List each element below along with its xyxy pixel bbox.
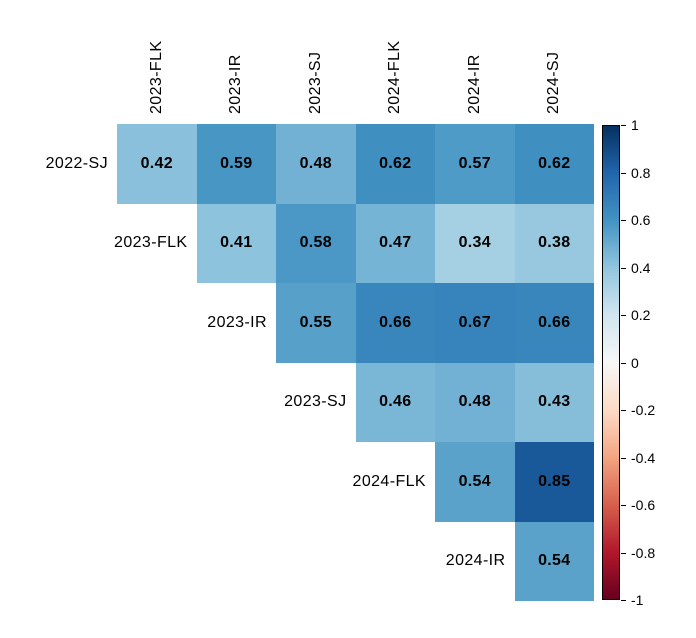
row-label: 2024-FLK bbox=[352, 472, 426, 490]
colorbar-tick-mark bbox=[621, 267, 626, 269]
colorbar: 1 0.8 0.6 0.4 0.2 0 -0.2 -0.4 -0.6 -0.8 -1 bbox=[602, 117, 692, 608]
cell-value: 0.42 bbox=[140, 154, 173, 172]
row-label: 2022-SJ bbox=[45, 154, 108, 172]
row-label: 2024-IR bbox=[445, 552, 506, 570]
column-label: 2024-IR bbox=[465, 54, 483, 114]
heatmap-cell: 0.59 bbox=[196, 124, 276, 204]
cell-value: 0.66 bbox=[379, 313, 412, 331]
cell-value: 0.54 bbox=[458, 472, 491, 490]
cell-value: 0.41 bbox=[220, 234, 253, 252]
heatmap-cell: 0.55 bbox=[276, 283, 356, 363]
cell-value: 0.46 bbox=[379, 393, 412, 411]
cell-value: 0.38 bbox=[538, 234, 571, 252]
colorbar-tick-mark bbox=[621, 410, 626, 411]
colorbar-tick-label: 1 bbox=[631, 117, 639, 133]
colorbar-tick-label: -0.2 bbox=[631, 402, 656, 418]
heatmap-cell: 0.48 bbox=[435, 362, 515, 442]
cell-value: 0.48 bbox=[299, 154, 332, 172]
colorbar-tick-mark bbox=[621, 505, 626, 506]
colorbar-tick-mark bbox=[621, 600, 626, 601]
cell-value: 0.48 bbox=[458, 393, 491, 411]
heatmap-cell: 0.47 bbox=[355, 203, 435, 283]
heatmap-cell: 0.66 bbox=[514, 283, 594, 363]
column-label: 2023-FLK bbox=[147, 40, 165, 114]
cell-value: 0.58 bbox=[299, 234, 332, 252]
colorbar-tick-label: -0.8 bbox=[631, 544, 656, 561]
heatmap-cell: 0.54 bbox=[514, 521, 594, 601]
cell-value: 0.43 bbox=[538, 393, 571, 411]
heatmap-cell: 0.38 bbox=[514, 203, 594, 283]
heatmap-cell: 0.58 bbox=[276, 203, 356, 283]
cell-value: 0.55 bbox=[299, 313, 332, 331]
colorbar-tick-mark bbox=[621, 220, 626, 221]
cell-value: 0.85 bbox=[538, 472, 571, 490]
colorbar-tick-mark bbox=[621, 172, 626, 174]
cell-value: 0.62 bbox=[538, 154, 571, 172]
heatmap-cell: 0.62 bbox=[355, 124, 435, 204]
colorbar-tick-mark bbox=[621, 125, 626, 126]
heatmap-cell: 0.34 bbox=[435, 203, 515, 283]
cell-value: 0.62 bbox=[379, 154, 412, 172]
heatmap-cell: 0.42 bbox=[117, 124, 197, 204]
colorbar-tick-label: 0 bbox=[631, 354, 639, 371]
colorbar-tick-label: -1 bbox=[631, 592, 644, 608]
colorbar-tick-label: -0.4 bbox=[631, 449, 656, 466]
heatmap-cell: 0.67 bbox=[435, 283, 515, 363]
colorbar-gradient bbox=[602, 125, 620, 600]
column-label: 2023-IR bbox=[227, 54, 245, 114]
heatmap-cell: 0.48 bbox=[276, 124, 356, 204]
colorbar-tick-label: 0.2 bbox=[631, 307, 651, 323]
heatmap-cell: 0.54 bbox=[435, 442, 515, 522]
cell-value: 0.34 bbox=[458, 234, 491, 252]
heatmap-cell: 0.85 bbox=[514, 442, 594, 522]
cell-value: 0.47 bbox=[379, 234, 412, 252]
column-label: 2024-SJ bbox=[545, 51, 563, 114]
row-label: 2023-FLK bbox=[114, 234, 188, 252]
heatmap-cell: 0.62 bbox=[514, 124, 594, 204]
row-label: 2023-IR bbox=[207, 313, 267, 331]
colorbar-tick-mark bbox=[621, 552, 626, 554]
colorbar-tick-mark bbox=[621, 457, 626, 459]
heatmap-cell: 0.57 bbox=[435, 124, 515, 204]
cell-value: 0.67 bbox=[458, 313, 491, 331]
cell-value: 0.57 bbox=[458, 154, 491, 172]
heatmap-cell: 0.41 bbox=[196, 203, 276, 283]
colorbar-tick-mark bbox=[621, 315, 626, 316]
heatmap-cell: 0.66 bbox=[355, 283, 435, 363]
heatmap-cell: 0.46 bbox=[355, 362, 435, 442]
cell-value: 0.54 bbox=[538, 552, 571, 570]
column-label: 2024-FLK bbox=[386, 40, 404, 114]
colorbar-tick-label: 0.8 bbox=[631, 164, 651, 181]
column-label: 2023-SJ bbox=[306, 51, 324, 114]
colorbar-tick-label: 0.6 bbox=[631, 212, 651, 228]
colorbar-tick-label: 0.4 bbox=[631, 259, 651, 276]
colorbar-tick-mark bbox=[621, 362, 626, 364]
row-label: 2023-SJ bbox=[284, 393, 347, 411]
colorbar-tick-label: -0.6 bbox=[631, 497, 656, 513]
heatmap-cell: 0.43 bbox=[514, 362, 594, 442]
cell-value: 0.59 bbox=[220, 154, 253, 172]
cell-value: 0.66 bbox=[538, 313, 571, 331]
